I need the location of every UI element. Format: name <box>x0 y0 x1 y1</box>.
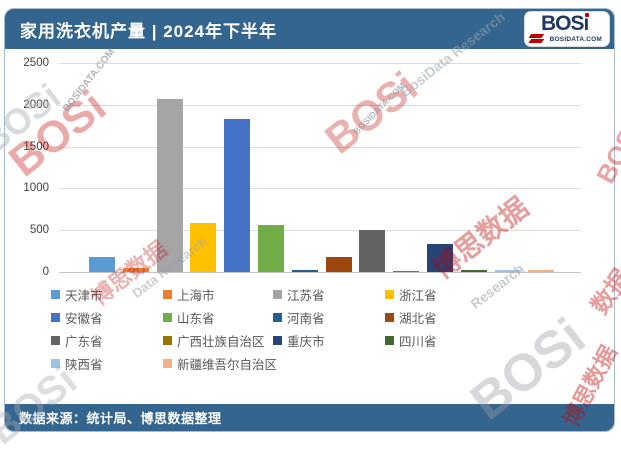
legend-item: 湖北省 <box>385 310 437 326</box>
legend-label: 上海市 <box>177 288 215 303</box>
chart-bar <box>393 270 420 272</box>
legend-swatch <box>51 312 60 322</box>
gridline <box>59 146 581 148</box>
legend-label: 陕西省 <box>65 357 103 372</box>
report-frame: 家用洗衣机产量 | 2024年下半年 BOSi BOSIDATA.COM 0 50… <box>4 8 615 432</box>
data-source-text: 数据来源：统计局、博思数据整理 <box>19 411 222 426</box>
legend-label: 江苏省 <box>287 288 325 303</box>
logo-brand-i: i <box>583 12 590 35</box>
logo-domain: BOSIDATA.COM <box>549 36 602 43</box>
legend-item: 山东省 <box>163 310 215 326</box>
legend-item: 安徽省 <box>51 310 103 326</box>
legend-label: 新疆维吾尔自治区 <box>177 357 278 372</box>
legend-swatch <box>163 358 172 368</box>
legend-label: 湖北省 <box>399 311 437 326</box>
legend-swatch <box>163 289 172 299</box>
legend-swatch <box>385 335 394 345</box>
y-axis-tick-label: 500 <box>29 224 49 237</box>
bosi-logo: BOSi BOSIDATA.COM <box>525 12 609 46</box>
legend-swatch <box>163 312 172 322</box>
gridline <box>59 63 581 64</box>
chart-bar <box>359 229 386 272</box>
legend-label: 山东省 <box>177 311 215 326</box>
footer-bar: 数据来源：统计局、博思数据整理 <box>5 404 614 431</box>
legend-label: 天津市 <box>65 288 103 303</box>
chart-bar <box>122 267 149 272</box>
legend-swatch <box>385 289 394 299</box>
legend-item: 浙江省 <box>385 287 437 303</box>
legend-item: 陕西省 <box>51 356 103 372</box>
legend-item: 四川省 <box>385 333 437 349</box>
chart-bar <box>460 270 487 272</box>
plot-area <box>59 63 581 273</box>
legend-label: 广西壮族自治区 <box>177 334 265 349</box>
legend-swatch <box>51 335 60 345</box>
chart-bar <box>224 119 251 272</box>
chart-bar <box>528 270 555 272</box>
page-title: 家用洗衣机产量 | 2024年下半年 <box>20 21 278 41</box>
legend-item: 广西壮族自治区 <box>163 333 265 349</box>
legend: 天津市 上海市 江苏省 浙江省安徽省 山东省 河南省 湖北省广东省 广西壮族自治区 重庆市 四川省… <box>5 9 614 431</box>
gridline <box>59 104 581 106</box>
legend-label: 重庆市 <box>287 334 325 349</box>
y-axis-tick-label: 1500 <box>23 140 49 153</box>
legend-swatch <box>273 335 282 345</box>
logo-brand-main: BOS <box>541 12 585 35</box>
legend-item: 广东省 <box>51 333 103 349</box>
chart-bar <box>427 244 453 272</box>
legend-item: 江苏省 <box>273 287 325 303</box>
y-axis-tick-label: 2500 <box>23 57 49 69</box>
y-axis-tick-label: 0 <box>42 266 49 278</box>
chart-bar <box>325 256 352 272</box>
legend-label: 浙江省 <box>399 288 437 303</box>
legend-swatch <box>385 312 394 322</box>
header-bar: 家用洗衣机产量 | 2024年下半年 <box>5 9 614 49</box>
gridline <box>59 230 581 232</box>
legend-label: 河南省 <box>287 311 325 326</box>
legend-item: 新疆维吾尔自治区 <box>163 356 278 372</box>
legend-label: 安徽省 <box>65 311 103 326</box>
y-axis-tick-label: 1000 <box>23 182 49 195</box>
y-axis-tick-label: 2000 <box>23 98 49 111</box>
legend-swatch <box>273 312 282 322</box>
legend-item: 重庆市 <box>273 333 325 349</box>
legend-swatch <box>273 289 282 299</box>
chart-bar <box>258 225 284 272</box>
chart-widget: 家用洗衣机产量 | 2024年下半年 BOSi BOSIDATA.COM 0 50… <box>0 0 621 435</box>
legend-label: 四川省 <box>399 334 437 349</box>
chart-bar <box>291 270 318 272</box>
legend-swatch <box>163 335 172 345</box>
legend-item: 天津市 <box>51 287 103 303</box>
chart-bar <box>89 257 115 272</box>
gridline <box>59 188 581 190</box>
chart-bar <box>156 98 183 272</box>
chart-bar <box>190 222 217 272</box>
legend-item: 上海市 <box>163 287 215 303</box>
chart-bar <box>494 270 521 272</box>
legend-swatch <box>51 289 60 299</box>
gridline <box>59 272 581 273</box>
legend-swatch <box>51 358 60 368</box>
legend-item: 河南省 <box>273 310 325 326</box>
bosi-logo-text: BOSi <box>541 12 590 35</box>
legend-label: 广东省 <box>65 334 103 349</box>
